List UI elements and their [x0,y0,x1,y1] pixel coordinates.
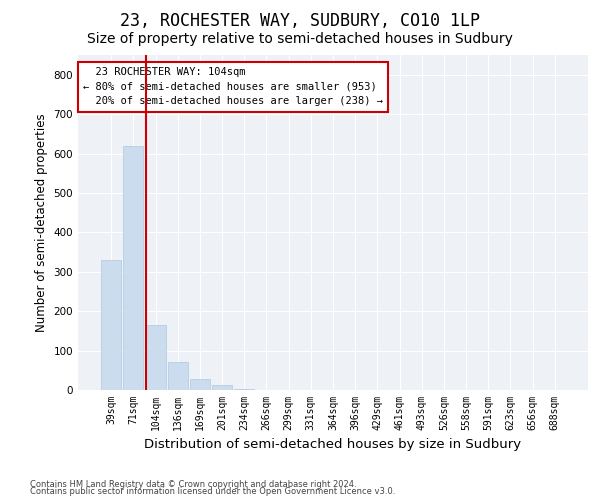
Text: Contains HM Land Registry data © Crown copyright and database right 2024.: Contains HM Land Registry data © Crown c… [30,480,356,489]
X-axis label: Distribution of semi-detached houses by size in Sudbury: Distribution of semi-detached houses by … [145,438,521,452]
Bar [146,325,166,390]
Bar [234,389,254,390]
Bar [124,146,143,390]
Bar [190,380,210,390]
Bar [168,362,188,390]
Text: Size of property relative to semi-detached houses in Sudbury: Size of property relative to semi-detach… [87,32,513,46]
Bar [101,260,121,390]
Text: 23 ROCHESTER WAY: 104sqm
← 80% of semi-detached houses are smaller (953)
  20% o: 23 ROCHESTER WAY: 104sqm ← 80% of semi-d… [83,66,383,106]
Text: 23, ROCHESTER WAY, SUDBURY, CO10 1LP: 23, ROCHESTER WAY, SUDBURY, CO10 1LP [120,12,480,30]
Text: Contains public sector information licensed under the Open Government Licence v3: Contains public sector information licen… [30,487,395,496]
Y-axis label: Number of semi-detached properties: Number of semi-detached properties [35,113,48,332]
Bar [212,386,232,390]
